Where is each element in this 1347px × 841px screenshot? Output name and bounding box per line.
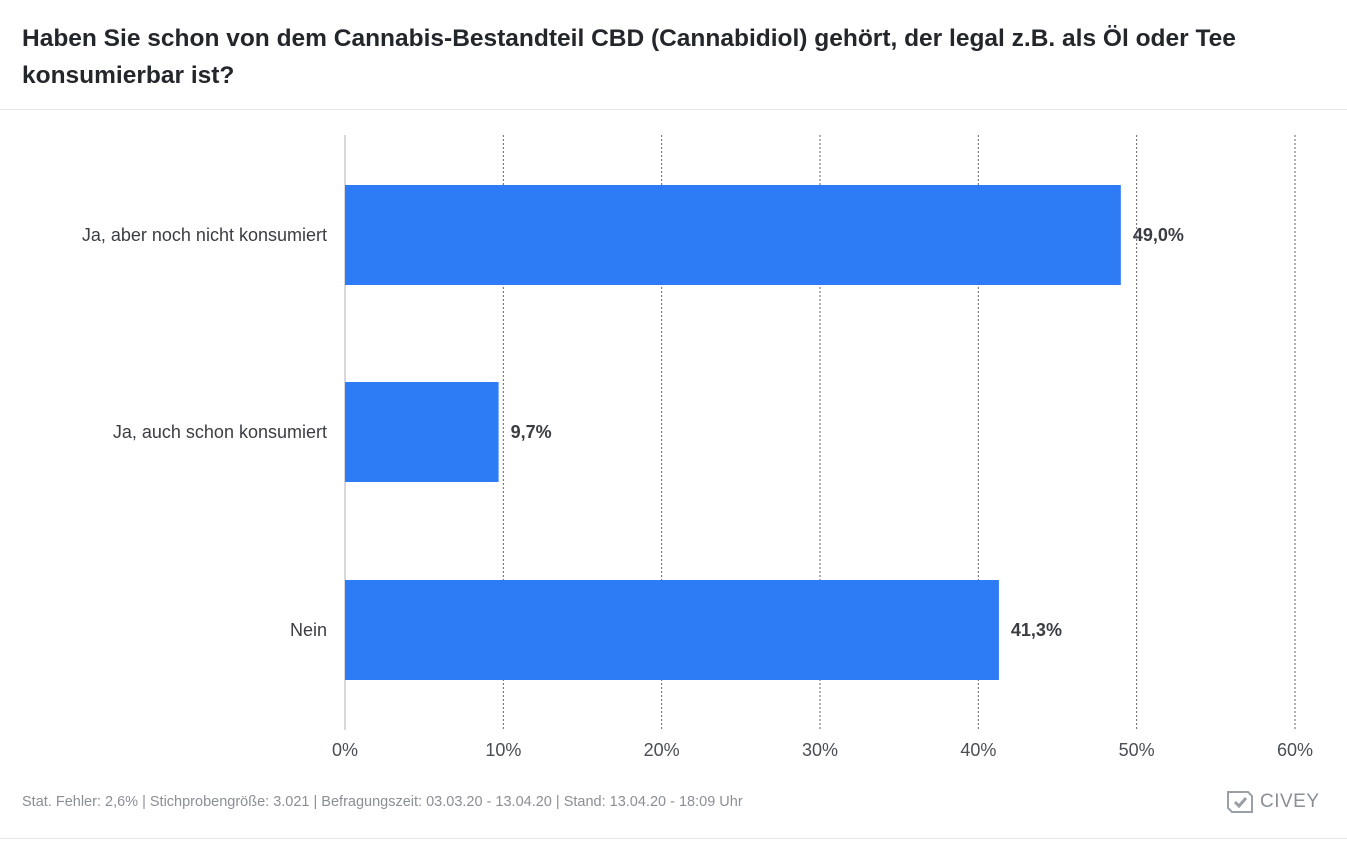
x-tick-label: 50%: [1119, 740, 1155, 760]
category-label: Nein: [290, 620, 327, 640]
category-label: Ja, aber noch nicht konsumiert: [82, 225, 327, 245]
x-tick-label: 30%: [802, 740, 838, 760]
chart-title: Haben Sie schon von dem Cannabis-Bestand…: [22, 25, 1236, 89]
bar-chart: 0% 10% 20% 30% 40% 50% 60% Ja, aber noch nicht …: [82, 135, 1313, 760]
brand-logo[interactable]: CIVEY: [1226, 790, 1320, 814]
survey-info: Stat. Fehler: 2,6% | Stichprobengröße: 3…: [22, 794, 743, 810]
value-label: 9,7%: [511, 422, 552, 442]
x-tick-label: 40%: [960, 740, 996, 760]
civey-logo-icon: [1227, 791, 1253, 813]
bar: [345, 580, 999, 680]
chart-header: Haben Sie schon von dem Cannabis-Bestand…: [0, 0, 1347, 110]
footer-divider: [0, 838, 1347, 839]
x-tick-label: 0%: [332, 740, 358, 760]
brand-name: CIVEY: [1260, 791, 1320, 812]
x-tick-label: 60%: [1277, 740, 1313, 760]
x-tick-label: 20%: [644, 740, 680, 760]
value-label: 49,0%: [1133, 225, 1184, 245]
bar: [345, 185, 1121, 285]
category-label: Ja, auch schon konsumiert: [113, 422, 327, 442]
value-label: 41,3%: [1011, 620, 1062, 640]
bar: [345, 382, 499, 482]
x-tick-label: 10%: [485, 740, 521, 760]
